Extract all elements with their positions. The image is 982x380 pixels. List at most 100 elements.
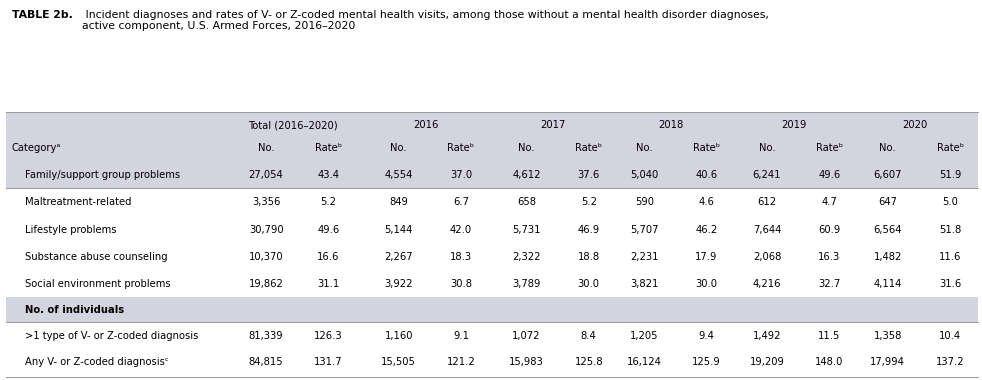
Text: 49.6: 49.6	[317, 225, 340, 234]
Text: 3,789: 3,789	[513, 279, 540, 289]
Text: 16.3: 16.3	[818, 252, 841, 262]
Text: 658: 658	[517, 197, 536, 207]
Text: 51.9: 51.9	[939, 170, 961, 180]
Text: 131.7: 131.7	[314, 357, 343, 367]
Text: 1,482: 1,482	[874, 252, 901, 262]
Text: 3,356: 3,356	[252, 197, 280, 207]
Text: 30.0: 30.0	[577, 279, 600, 289]
Text: 31.6: 31.6	[939, 279, 961, 289]
Text: 125.9: 125.9	[692, 357, 721, 367]
Text: 18.3: 18.3	[450, 252, 472, 262]
Text: 5,144: 5,144	[385, 225, 412, 234]
Text: Any V- or Z-coded diagnosisᶜ: Any V- or Z-coded diagnosisᶜ	[25, 357, 168, 367]
Text: 46.9: 46.9	[577, 225, 600, 234]
Text: 19,209: 19,209	[749, 357, 785, 367]
Text: 30,790: 30,790	[248, 225, 284, 234]
Text: 4.7: 4.7	[821, 197, 838, 207]
Text: 15,505: 15,505	[381, 357, 416, 367]
Text: 10,370: 10,370	[248, 252, 284, 262]
Text: No.: No.	[759, 143, 775, 153]
Text: 9.4: 9.4	[698, 331, 715, 341]
Text: Substance abuse counseling: Substance abuse counseling	[25, 252, 167, 262]
Text: 1,358: 1,358	[874, 331, 901, 341]
Text: 7,644: 7,644	[753, 225, 781, 234]
Text: Rateᵇ: Rateᵇ	[448, 143, 474, 153]
Text: 11.6: 11.6	[939, 252, 961, 262]
Text: 3,821: 3,821	[630, 279, 658, 289]
Text: 137.2: 137.2	[936, 357, 964, 367]
Text: 5,707: 5,707	[629, 225, 659, 234]
Text: 40.6: 40.6	[695, 170, 718, 180]
Text: 84,815: 84,815	[248, 357, 284, 367]
Text: Rateᵇ: Rateᵇ	[315, 143, 342, 153]
Text: 5.2: 5.2	[580, 197, 597, 207]
Text: TABLE 2b.: TABLE 2b.	[12, 10, 73, 19]
Text: 126.3: 126.3	[314, 331, 343, 341]
Text: 10.4: 10.4	[939, 331, 961, 341]
Text: 37.0: 37.0	[450, 170, 472, 180]
Text: 2,322: 2,322	[512, 252, 541, 262]
Text: 27,054: 27,054	[248, 170, 284, 180]
Text: 4,612: 4,612	[512, 170, 541, 180]
Text: 17,994: 17,994	[870, 357, 905, 367]
Text: 60.9: 60.9	[818, 225, 841, 234]
Text: 46.2: 46.2	[695, 225, 718, 234]
Text: 4,114: 4,114	[874, 279, 901, 289]
Text: 5.0: 5.0	[942, 197, 958, 207]
Text: 31.1: 31.1	[317, 279, 340, 289]
Text: No.: No.	[880, 143, 896, 153]
Text: 590: 590	[634, 197, 654, 207]
Text: 17.9: 17.9	[695, 252, 718, 262]
Text: 8.4: 8.4	[580, 331, 597, 341]
Text: 30.0: 30.0	[695, 279, 718, 289]
Text: 18.8: 18.8	[577, 252, 600, 262]
Text: Incident diagnoses and rates of V- or Z-coded mental health visits, among those : Incident diagnoses and rates of V- or Z-…	[82, 10, 768, 31]
Text: >1 type of V- or Z-coded diagnosis: >1 type of V- or Z-coded diagnosis	[25, 331, 198, 341]
Text: 3,922: 3,922	[384, 279, 413, 289]
Text: 4,554: 4,554	[385, 170, 412, 180]
Text: 81,339: 81,339	[248, 331, 284, 341]
Text: Rateᵇ: Rateᵇ	[575, 143, 602, 153]
Text: No.: No.	[258, 143, 274, 153]
Text: 6,241: 6,241	[752, 170, 782, 180]
Text: Categoryᵃ: Categoryᵃ	[12, 143, 61, 153]
Bar	[6, 112, 978, 188]
Text: 30.8: 30.8	[450, 279, 472, 289]
Text: 849: 849	[389, 197, 409, 207]
Text: 4,216: 4,216	[752, 279, 782, 289]
Text: 2018: 2018	[659, 120, 683, 130]
Text: Total (2016–2020): Total (2016–2020)	[248, 120, 338, 130]
Text: 5,040: 5,040	[630, 170, 658, 180]
Text: 5.2: 5.2	[320, 197, 337, 207]
Text: 647: 647	[878, 197, 898, 207]
Text: 1,205: 1,205	[629, 331, 659, 341]
Text: 11.5: 11.5	[818, 331, 841, 341]
Text: 148.0: 148.0	[815, 357, 844, 367]
Text: 2020: 2020	[902, 120, 927, 130]
Text: 1,160: 1,160	[384, 331, 413, 341]
Text: 2,231: 2,231	[629, 252, 659, 262]
Text: Rateᵇ: Rateᵇ	[816, 143, 843, 153]
Text: No.: No.	[636, 143, 652, 153]
Text: 6,564: 6,564	[873, 225, 902, 234]
Text: 1,072: 1,072	[512, 331, 541, 341]
Text: 6,607: 6,607	[873, 170, 902, 180]
Text: 43.4: 43.4	[317, 170, 340, 180]
Text: No. of individuals: No. of individuals	[25, 305, 124, 315]
Text: 2,068: 2,068	[753, 252, 781, 262]
Text: 49.6: 49.6	[818, 170, 841, 180]
Text: 2,267: 2,267	[384, 252, 413, 262]
Text: 2017: 2017	[541, 120, 566, 130]
Text: 16.6: 16.6	[317, 252, 340, 262]
Text: 2016: 2016	[413, 120, 438, 130]
Text: Rateᵇ: Rateᵇ	[693, 143, 720, 153]
Text: 2019: 2019	[782, 120, 806, 130]
Text: 125.8: 125.8	[574, 357, 603, 367]
Text: No.: No.	[391, 143, 407, 153]
Text: Rateᵇ: Rateᵇ	[937, 143, 963, 153]
Text: 4.6: 4.6	[698, 197, 715, 207]
Text: 612: 612	[757, 197, 777, 207]
Text: 9.1: 9.1	[453, 331, 469, 341]
Text: 1,492: 1,492	[752, 331, 782, 341]
Text: Family/support group problems: Family/support group problems	[25, 170, 180, 180]
